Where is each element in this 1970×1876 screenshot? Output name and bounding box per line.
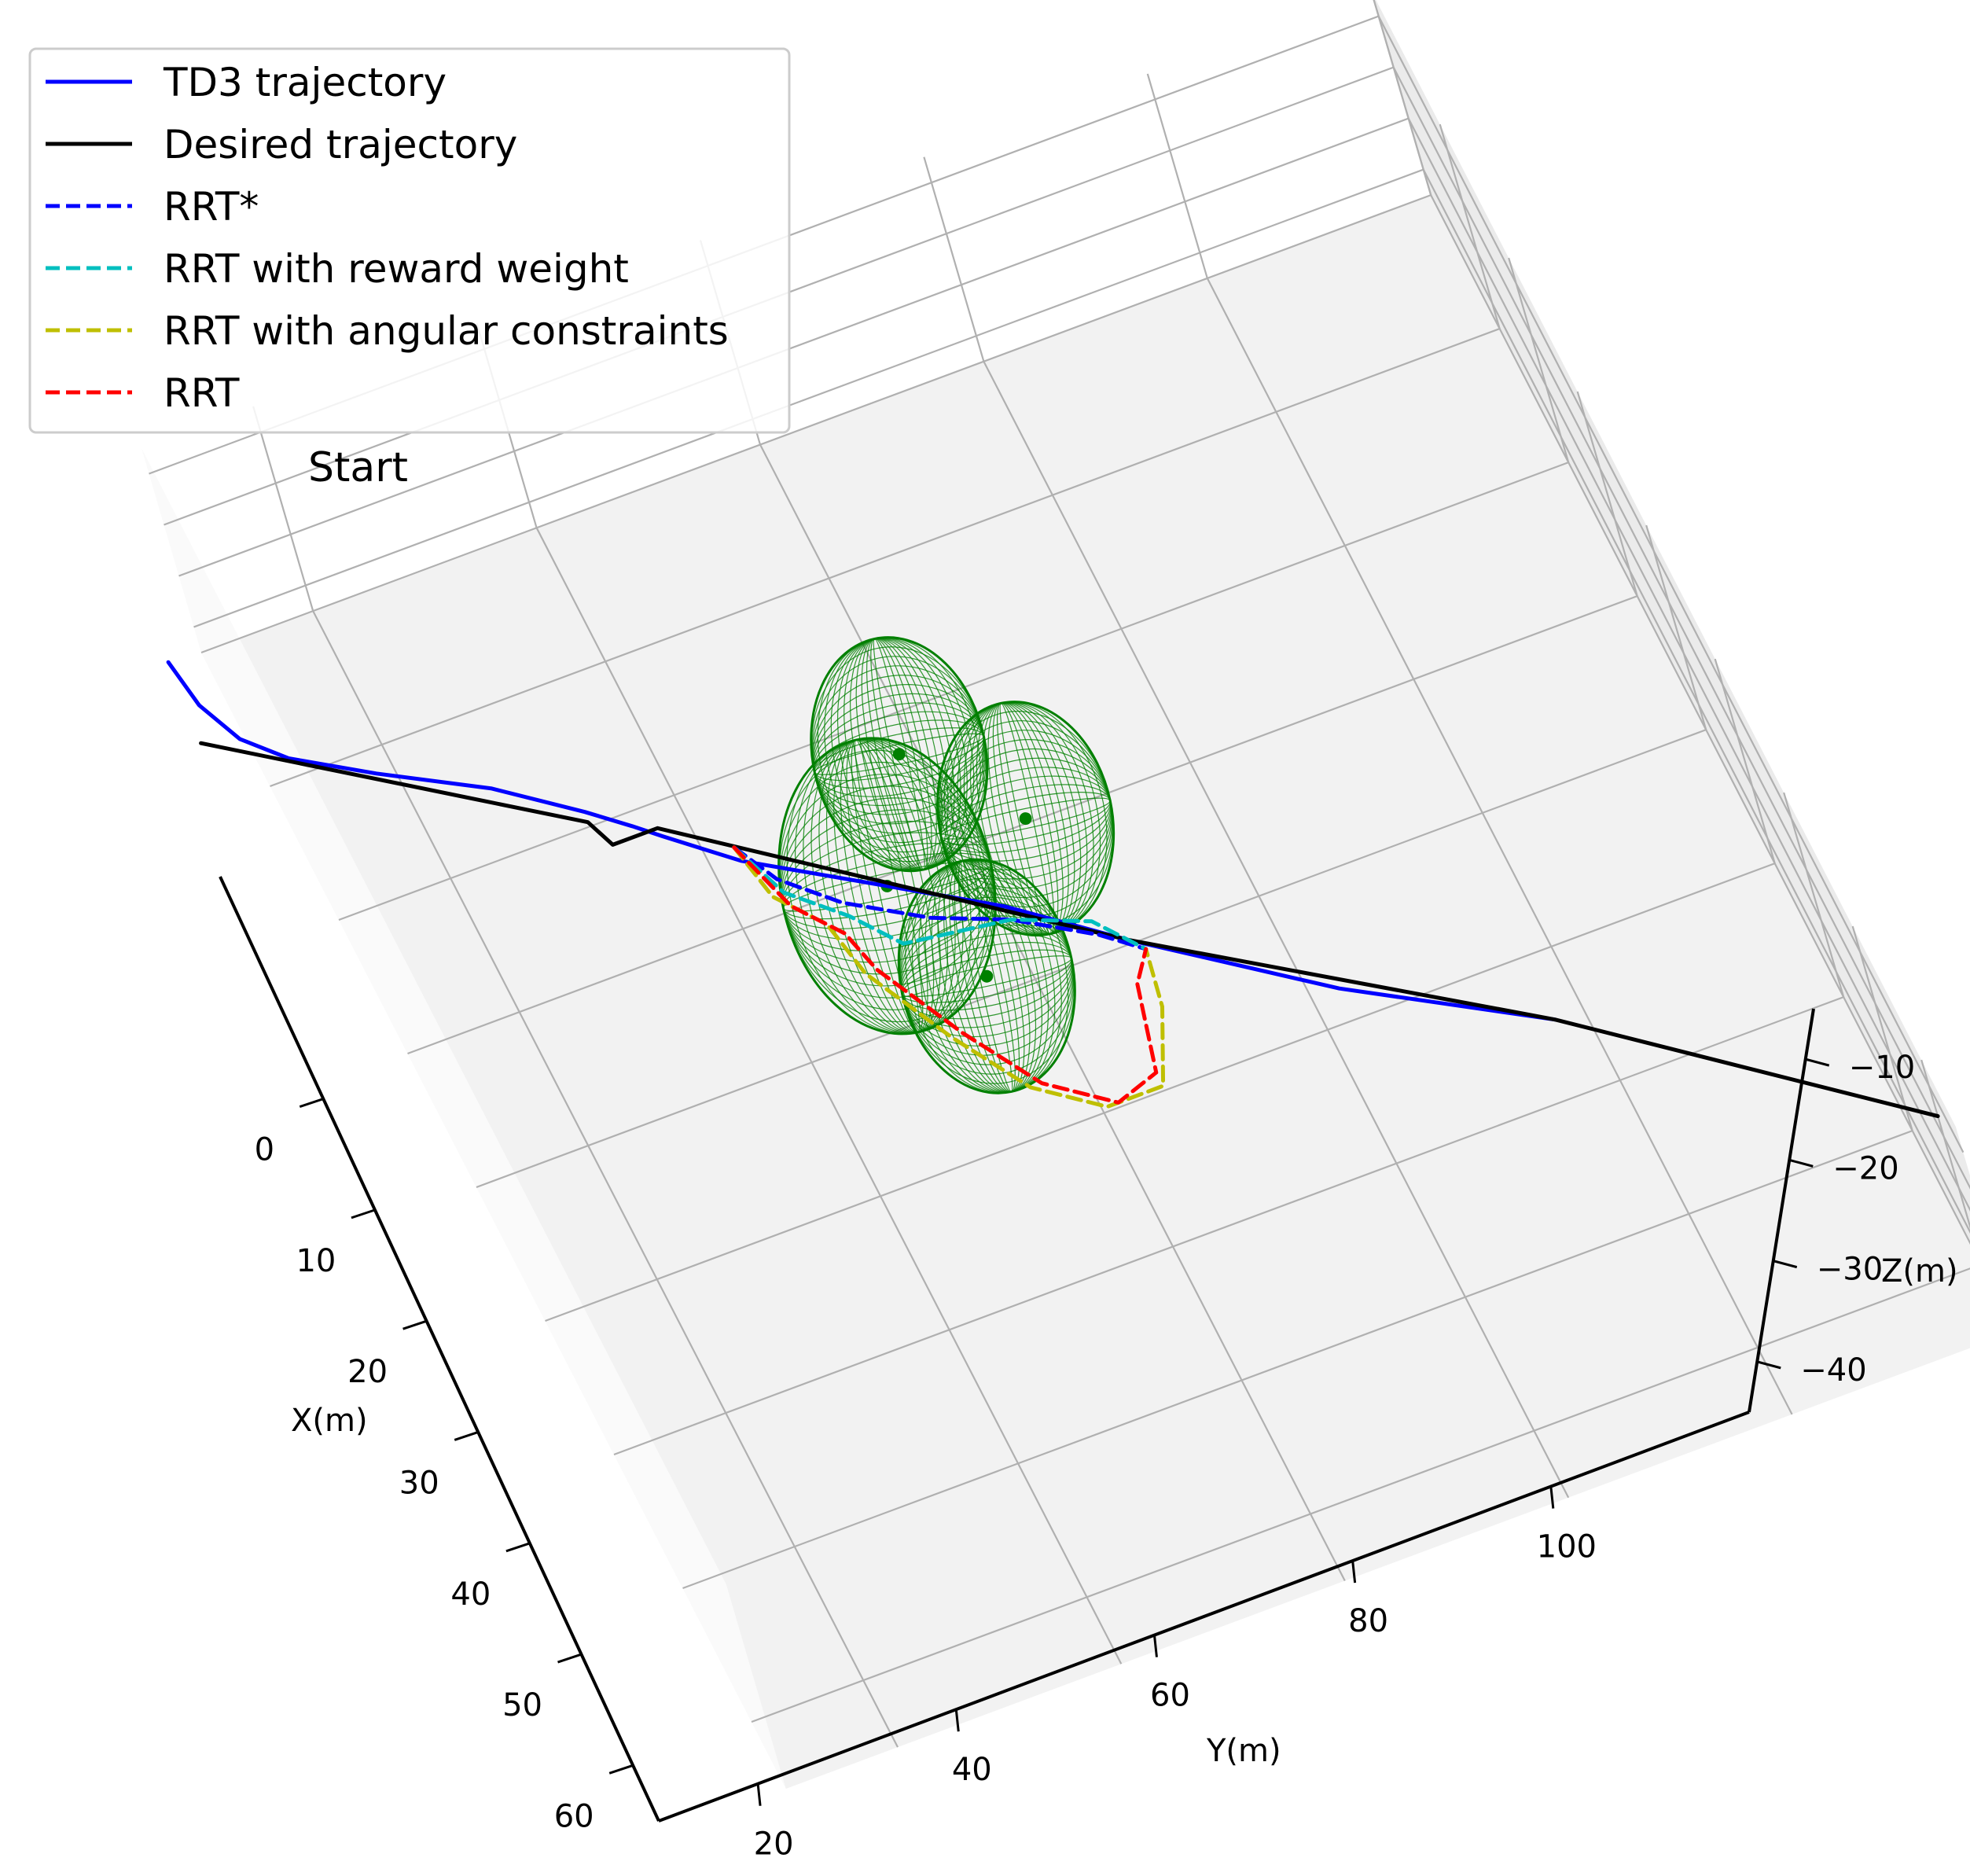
series-line-rrt: [732, 845, 1159, 1105]
grid-line-x: [751, 1059, 1970, 1723]
x-tick-label: 60: [554, 1798, 594, 1834]
axis-panes: [142, 0, 1970, 1789]
x-tick-mark: [454, 1431, 479, 1441]
z-tick-mark: [1788, 1158, 1814, 1168]
grid-line-y: [252, 406, 899, 1748]
x-tick-label: 50: [502, 1687, 542, 1723]
grid-line-y: [923, 156, 1570, 1499]
z-tick-label: −10: [1849, 1050, 1915, 1086]
grid-line-z: [193, 168, 1970, 1234]
grid-line-y: [1146, 73, 1793, 1415]
series-line-rrt-: [732, 845, 1149, 951]
y-tick-mark: [1351, 1560, 1357, 1584]
pane-bottom: [201, 195, 1970, 1789]
legend-label-td3: TD3 trajectory: [163, 60, 447, 105]
obstacle-parallel: [899, 868, 1075, 1084]
obstacle-pole: [892, 748, 906, 761]
legend-label-desired: Desired trajectory: [164, 122, 517, 167]
z-tick-label: −30: [1817, 1252, 1883, 1288]
x-tick-mark: [402, 1319, 428, 1330]
pane-y-max: [1373, 0, 1970, 1243]
z-axis-line: [1748, 1008, 1815, 1413]
x-axis-line: [219, 876, 660, 1822]
obstacles: [777, 636, 1115, 1094]
obstacle-meridian: [817, 637, 981, 872]
x-axis-label: X(m): [291, 1403, 368, 1439]
z-tick-mark: [1773, 1260, 1798, 1269]
grid-line-y: [1373, 0, 1970, 1245]
x-tick-label: 30: [399, 1465, 439, 1501]
y-tick-label: 60: [1150, 1678, 1190, 1714]
x-tick-label: 0: [255, 1132, 274, 1168]
series-line-rrt-with-reward-weight: [732, 845, 1149, 951]
obstacle-pole: [1019, 812, 1032, 826]
z-axis-label: Z(m): [1881, 1253, 1958, 1289]
x-tick-mark: [608, 1764, 634, 1775]
x-tick-mark: [351, 1208, 376, 1219]
x-tick-mark: [299, 1098, 324, 1109]
pane-y-min: [142, 448, 786, 1789]
axis-lines: [219, 876, 1815, 1823]
obstacle-pole: [980, 969, 994, 983]
x-tick-label: 10: [296, 1243, 336, 1279]
x-tick-label: 20: [347, 1354, 388, 1390]
y-axis-line: [658, 1411, 1750, 1823]
grid-lines: [149, 0, 1970, 1748]
tick-marks: 0 10 20 30 40 50 60 20 40 60 80 100 −10 −20 −30 −40: [255, 1050, 1916, 1863]
y-tick-mark: [954, 1709, 960, 1732]
y-tick-mark: [1549, 1486, 1555, 1509]
start-annotation: Start: [308, 444, 408, 491]
x-tick-mark: [505, 1542, 531, 1553]
z-tick-label: −40: [1800, 1352, 1866, 1389]
y-axis-label: Y(m): [1206, 1733, 1281, 1769]
z-tick-label: −20: [1832, 1150, 1898, 1186]
x-tick-label: 40: [450, 1576, 491, 1613]
y-tick-mark: [756, 1783, 762, 1806]
legend-label-rrt: RRT: [164, 370, 240, 416]
series-lines: [166, 660, 1940, 1119]
y-tick-label: 40: [952, 1752, 992, 1788]
legend-box: [28, 47, 791, 434]
series-line-desired-trajectory: [199, 741, 1940, 1119]
legend-label-angular: RRT with angular constraints: [164, 308, 729, 354]
x-tick-mark: [557, 1653, 583, 1664]
obstacle-meridian: [905, 859, 1069, 1094]
y-tick-mark: [1152, 1635, 1158, 1657]
y-tick-label: 80: [1348, 1603, 1388, 1639]
y-tick-label: 100: [1537, 1529, 1597, 1565]
legend-label-reward: RRT with reward weight: [164, 246, 629, 292]
z-tick-mark: [1805, 1058, 1830, 1067]
legend: TD3 trajectory Desired trajectory RRT* R…: [28, 47, 791, 434]
legend-label-rrt-star: RRT*: [164, 184, 259, 230]
z-tick-mark: [1756, 1360, 1781, 1370]
obstacle-ellipsoid: [897, 858, 1076, 1094]
y-tick-label: 20: [754, 1826, 794, 1863]
